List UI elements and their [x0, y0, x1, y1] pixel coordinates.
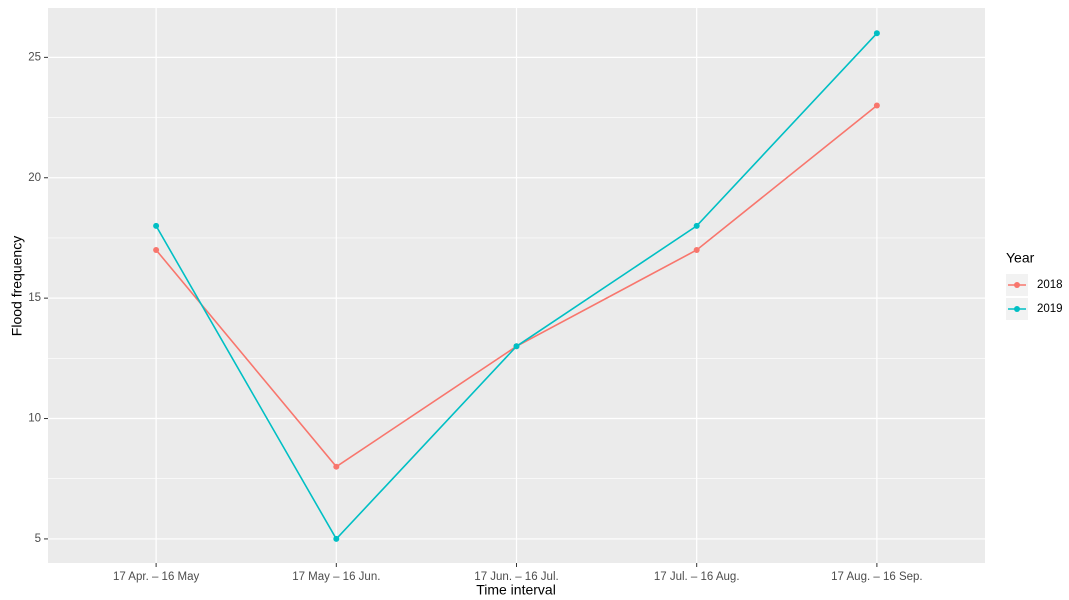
x-tick-label: 17 May – 16 Jun. [292, 571, 380, 583]
point [333, 535, 340, 542]
legend-title: Year [1006, 250, 1035, 266]
x-tick-label: 17 Aug. – 16 Sep. [831, 571, 922, 583]
y-tick-label: 10 [28, 413, 41, 425]
legend-label: 2018 [1037, 279, 1063, 291]
y-tick-label: 20 [28, 172, 41, 184]
x-tick-label: 17 Jul. – 16 Aug. [654, 571, 740, 583]
x-axis-title: Time interval [476, 582, 556, 598]
y-tick-label: 25 [28, 51, 41, 63]
point [153, 222, 160, 229]
point [693, 246, 700, 253]
point [513, 343, 520, 350]
legend-point [1014, 306, 1020, 312]
legend-label: 2019 [1037, 303, 1063, 315]
point [873, 102, 880, 109]
point [693, 222, 700, 229]
y-tick-label: 15 [28, 292, 41, 304]
point [153, 246, 160, 253]
point [873, 30, 880, 37]
legend-point [1014, 282, 1020, 288]
point [333, 463, 340, 470]
x-tick-label: 17 Jun. – 16 Jul. [474, 571, 558, 583]
y-axis-title: Flood frequency [9, 236, 25, 336]
x-tick-label: 17 Apr. – 16 May [113, 571, 200, 583]
y-tick-label: 5 [35, 533, 41, 545]
